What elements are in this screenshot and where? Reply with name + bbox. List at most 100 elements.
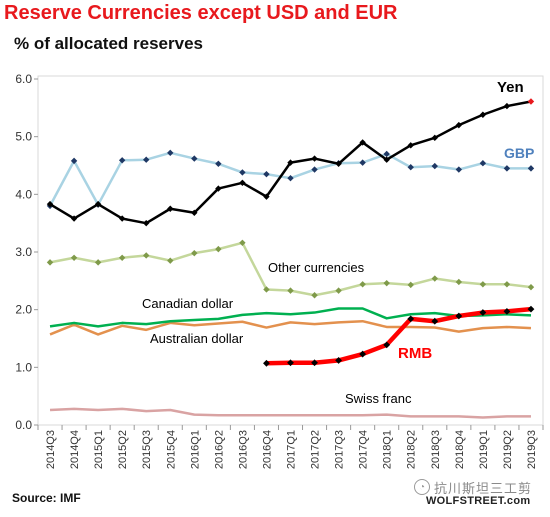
data-point-gbp — [383, 150, 390, 158]
y-tick-label: 4.0 — [15, 187, 32, 201]
x-tick-label: 2015Q4 — [165, 430, 177, 469]
data-point-gbp — [527, 165, 535, 172]
data-point-rmb — [479, 309, 487, 316]
data-point-gbp — [118, 157, 126, 164]
data-point-gbp — [143, 156, 150, 163]
x-tick-label: 2015Q2 — [117, 430, 129, 469]
data-point-other-currencies — [503, 281, 511, 288]
x-tick-label: 2016Q3 — [237, 430, 249, 469]
x-tick-label: 2018Q2 — [406, 430, 418, 469]
data-point-yen — [479, 111, 487, 118]
data-point-rmb — [335, 357, 342, 364]
data-point-other-currencies — [359, 281, 366, 288]
series-label-australian-dollar: Australian dollar — [150, 331, 244, 346]
series-line-canadian-dollar — [49, 307, 532, 328]
data-point-other-currencies — [479, 281, 487, 288]
x-tick-label: 2014Q4 — [69, 430, 81, 469]
chart-subtitle: % of allocated reserves — [14, 34, 203, 53]
data-point-rmb — [263, 359, 270, 367]
data-point-yen — [143, 219, 150, 227]
data-point-rmb — [431, 317, 439, 325]
data-point-gbp — [359, 159, 366, 166]
data-point-gbp — [311, 166, 318, 173]
data-point-yen — [455, 121, 463, 129]
data-point-other-currencies — [431, 275, 438, 282]
x-tick-label: 2018Q4 — [454, 430, 466, 469]
data-point-other-currencies — [311, 292, 318, 299]
x-tick-label: 2016Q4 — [261, 430, 273, 469]
y-tick-label: 6.0 — [15, 72, 32, 86]
data-point-yen — [431, 134, 438, 142]
watermark-text: 抗川斯坦三工剪 — [434, 480, 533, 496]
data-point-other-currencies — [46, 259, 54, 266]
x-tick-label: 2015Q3 — [141, 430, 153, 469]
data-point-gbp — [70, 157, 78, 165]
data-point-yen — [407, 142, 414, 149]
data-point-gbp — [287, 174, 294, 182]
data-point-gbp — [407, 164, 414, 171]
data-point-other-currencies — [263, 286, 270, 293]
x-tick-label: 2018Q1 — [382, 430, 394, 469]
data-point-other-currencies — [191, 249, 198, 257]
data-point-yen — [503, 102, 511, 110]
y-tick-label: 0.0 — [15, 418, 32, 432]
data-point-other-currencies — [118, 254, 126, 261]
data-point-other-currencies — [407, 281, 414, 289]
data-point-gbp — [239, 169, 246, 176]
x-tick-label: 2016Q2 — [213, 430, 225, 469]
chart-title: Reserve Currencies except USD and EUR — [4, 2, 398, 24]
x-tick-label: 2016Q1 — [189, 430, 201, 469]
x-tick-label: 2017Q1 — [286, 430, 298, 469]
y-tick-label: 1.0 — [15, 360, 32, 374]
data-point-yen — [263, 193, 270, 200]
data-point-yen — [239, 179, 246, 186]
y-tick-label: 2.0 — [15, 303, 32, 317]
data-point-gbp — [167, 149, 174, 157]
series-label-yen: Yen — [497, 79, 524, 96]
data-point-yen — [118, 215, 126, 222]
data-point-gbp — [263, 170, 270, 178]
data-point-rmb — [383, 341, 391, 349]
series-line-rmb — [266, 306, 532, 366]
x-tick-label: 2017Q3 — [334, 430, 346, 469]
data-point-yen — [167, 205, 174, 212]
data-point-other-currencies — [335, 287, 342, 294]
data-point-yen — [70, 215, 78, 222]
data-point-rmb — [455, 312, 463, 320]
data-point-yen — [215, 185, 222, 192]
data-point-yen — [287, 159, 294, 166]
x-tick-label: 2015Q1 — [93, 430, 105, 469]
data-point-rmb — [311, 359, 318, 367]
chart-plot-area — [46, 98, 535, 419]
y-tick-label: 3.0 — [15, 245, 32, 259]
x-tick-label: 2017Q2 — [310, 430, 322, 469]
series-label-canadian-dollar: Canadian dollar — [142, 296, 234, 311]
series-label-other-currencies: Other currencies — [268, 260, 365, 275]
watermark: ◔ 抗川斯坦三工剪 — [414, 477, 544, 497]
x-tick-label: 2019Q2 — [502, 430, 514, 469]
x-tick-label: 2019Q1 — [478, 430, 490, 469]
data-point-other-currencies — [215, 245, 222, 253]
data-point-yen — [94, 200, 102, 208]
data-point-yen — [46, 200, 54, 208]
data-point-gbp — [431, 162, 438, 170]
data-point-gbp — [191, 155, 198, 162]
series-label-swiss-franc: Swiss franc — [345, 391, 412, 406]
data-point-rmb — [503, 307, 511, 315]
series-line-swiss-franc — [49, 407, 531, 419]
data-point-gbp — [215, 160, 222, 167]
brand-logo-text: WOLFSTREET.com — [426, 495, 531, 507]
x-tick-label: 2017Q4 — [358, 430, 370, 469]
x-tick-label: 2014Q3 — [45, 430, 57, 469]
data-point-other-currencies — [167, 257, 174, 264]
data-point-yen — [359, 139, 366, 146]
data-point-yen — [383, 156, 390, 163]
data-point-other-currencies — [455, 278, 463, 286]
data-point-rmb — [527, 305, 535, 313]
data-point-rmb — [407, 315, 415, 323]
data-point-yen — [335, 160, 342, 167]
data-point-gbp — [479, 159, 487, 167]
series-label-gbp: GBP — [504, 145, 534, 161]
data-point-yen — [527, 98, 535, 105]
